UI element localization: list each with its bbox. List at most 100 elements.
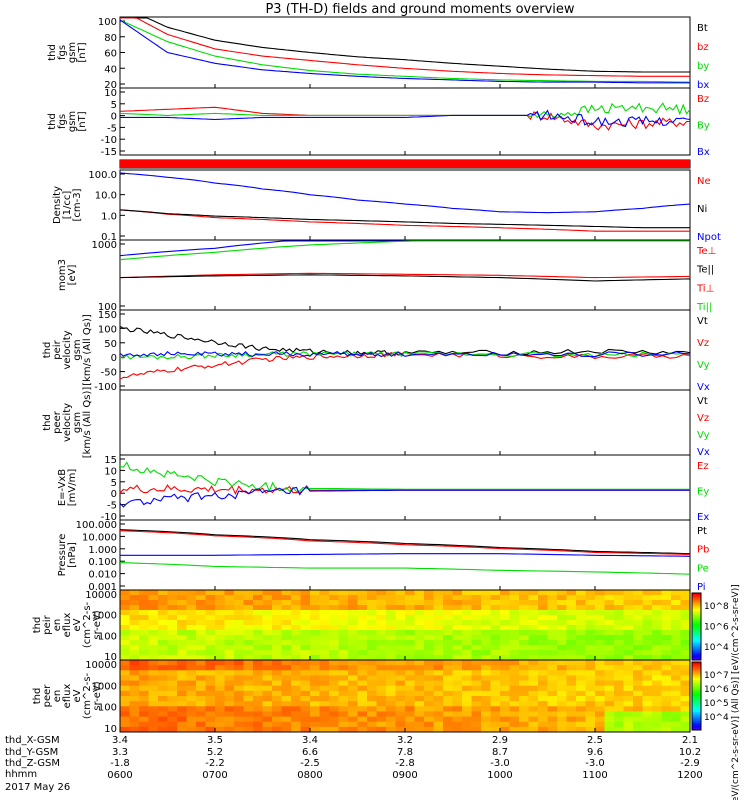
spectro-cell <box>481 595 491 601</box>
spectro-cell <box>376 696 387 702</box>
spectro-cell <box>319 600 330 606</box>
spectro-cell <box>281 711 292 718</box>
spectro-cell <box>462 605 472 611</box>
spectro-cell <box>519 655 529 661</box>
spectro-cell <box>443 670 453 676</box>
spectro-cell <box>424 706 434 712</box>
spectro-cell <box>585 605 596 611</box>
spectro-cell <box>433 690 444 697</box>
spectro-cell <box>148 610 159 616</box>
spectro-cell <box>566 701 577 707</box>
spectro-cell <box>538 600 548 606</box>
y-tick-label: 0.010 <box>88 570 117 581</box>
spectro-cell <box>329 706 339 712</box>
spectro-cell <box>319 721 330 728</box>
spectro-cell <box>443 640 453 646</box>
spectro-cell <box>633 595 643 601</box>
spectro-cell <box>319 620 330 626</box>
spectro-cell <box>680 630 691 636</box>
spectro-cell <box>500 706 510 712</box>
series-Ne <box>119 209 690 232</box>
spectro-cell <box>310 600 320 606</box>
spectro-cell <box>509 726 520 733</box>
ephem-label: thd_Y-GSM <box>5 747 58 758</box>
spectro-cell <box>604 726 615 733</box>
spectro-cell <box>386 625 396 631</box>
spectro-cell <box>272 650 282 656</box>
spectro-cell <box>433 590 444 596</box>
spectro-cell <box>120 600 130 606</box>
spectro-cell <box>291 620 301 626</box>
spectro-cell <box>547 660 558 666</box>
spectro-cell <box>310 685 320 692</box>
spectro-cell <box>661 625 672 631</box>
spectro-cell <box>329 640 339 646</box>
spectro-cell <box>395 650 406 656</box>
series-group-2 <box>119 172 691 232</box>
spectro-cell <box>462 660 472 666</box>
spectro-cell <box>386 600 396 606</box>
spectro-cell <box>519 701 529 707</box>
spectro-cell <box>652 701 662 707</box>
spectro-cell <box>528 645 539 651</box>
spectro-cell <box>310 625 320 631</box>
spectro-cell <box>576 645 586 651</box>
spectro-cell <box>680 625 691 631</box>
spectro-cell <box>281 670 292 676</box>
y-label-line: fgs <box>57 45 68 60</box>
spectro-cell <box>509 721 520 728</box>
spectro-cell <box>367 660 377 666</box>
spectro-cell <box>443 706 453 712</box>
spectro-cell <box>595 670 605 676</box>
spectro-cell <box>614 640 624 646</box>
y-label-line: sr-eV) <box>92 610 103 639</box>
spectro-cell <box>338 711 349 718</box>
spectro-cell <box>509 595 520 601</box>
spectro-cell <box>186 590 197 596</box>
spectro-cell <box>500 640 510 646</box>
spectro-cell <box>490 605 501 611</box>
spectro-cell <box>585 650 596 656</box>
spectro-cell <box>357 675 368 682</box>
spectro-cell <box>528 630 539 636</box>
spectro-cell <box>196 615 206 621</box>
spectro-cell <box>272 701 282 707</box>
spectro-cell <box>680 726 691 733</box>
spectro-cell <box>680 645 691 651</box>
spectro-cell <box>129 600 140 606</box>
spectro-cell <box>215 670 225 676</box>
spectro-cell <box>319 640 330 646</box>
spectro-cell <box>367 595 377 601</box>
spectro-cell <box>253 590 263 596</box>
spectro-cell <box>642 600 653 606</box>
spectro-cell <box>300 645 311 651</box>
legend-Bz: Bz <box>697 94 709 105</box>
spectro-cell <box>234 645 244 651</box>
spectro-cell <box>490 590 501 596</box>
spectro-cell <box>547 680 558 687</box>
spectro-cell <box>614 670 624 676</box>
spectro-cell <box>642 726 653 733</box>
spectro-cell <box>433 670 444 676</box>
colorbar-segment <box>692 642 701 645</box>
series-bx <box>119 19 690 84</box>
spectro-cell <box>348 675 358 682</box>
spectro-cell <box>291 590 301 596</box>
spectro-cell <box>205 726 216 733</box>
spectro-cell <box>272 690 282 697</box>
spectro-cell <box>642 615 653 621</box>
spectro-cell <box>291 650 301 656</box>
spectro-cell <box>652 650 662 656</box>
spectro-cell <box>633 665 643 671</box>
spectro-cell <box>348 630 358 636</box>
spectro-cell <box>120 696 130 702</box>
spectro-cell <box>414 721 425 728</box>
spectro-cell <box>139 655 149 661</box>
spectro-cell <box>671 600 681 606</box>
spectro-cell <box>433 721 444 728</box>
spectro-cell <box>604 665 615 671</box>
spectro-cell <box>519 645 529 651</box>
colorbar-frame <box>691 592 702 661</box>
spectro-cell <box>262 635 273 641</box>
spectro-cell <box>661 680 672 687</box>
